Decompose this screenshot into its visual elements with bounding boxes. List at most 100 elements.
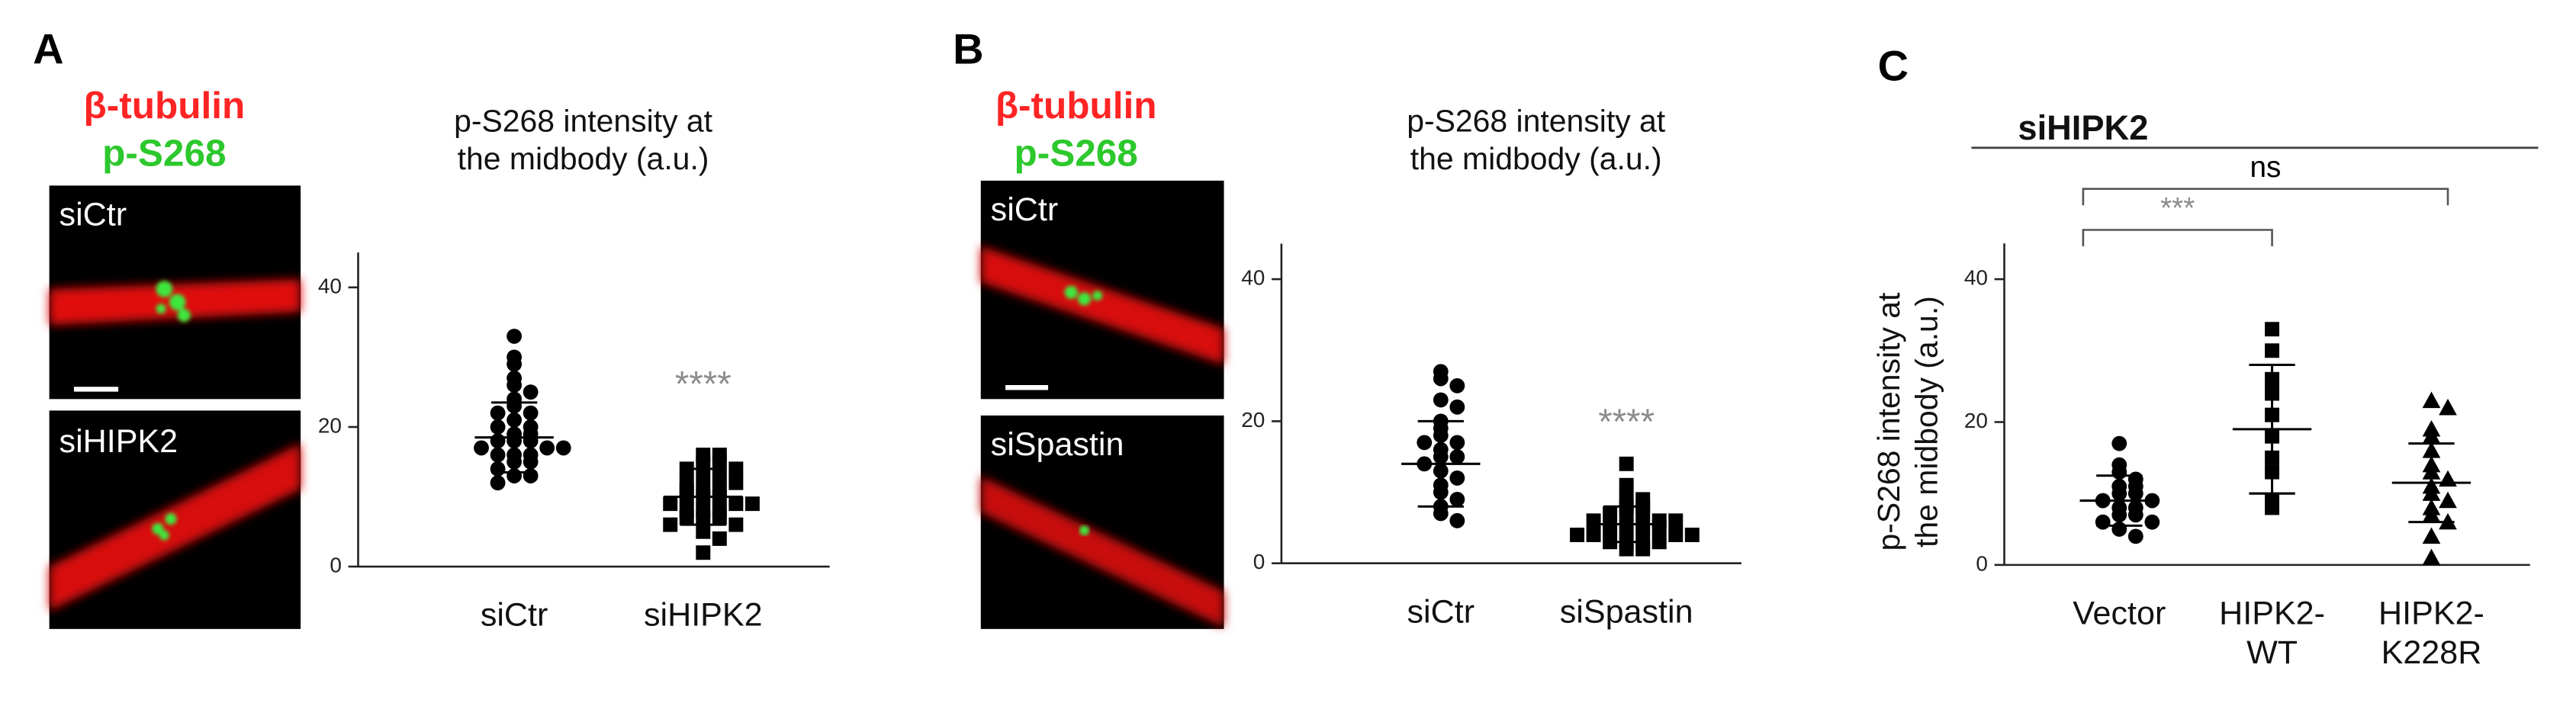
data-point [1449,377,1465,393]
data-point [1635,506,1651,521]
data-point [555,440,571,456]
data-point [1668,513,1684,528]
y-tick-label: 0 [1976,551,1988,575]
data-point [1449,470,1465,486]
data-point [1668,527,1684,542]
significance-label: ns [2250,151,2281,184]
data-point [2422,391,2441,409]
x-tick-label: siHIPK2 [643,597,763,634]
chart-title: p-S268 intensity at the midbody (a.u.) [454,104,713,178]
data-point [728,475,744,490]
data-point [523,433,539,449]
data-point [2439,470,2457,487]
data-point [1651,535,1667,550]
stain-label: β-tubulin [84,85,246,127]
significance-bracket [2082,229,2273,247]
panel-letter: A [33,25,63,73]
data-point [2127,507,2143,523]
chart-title: p-S268 intensity at the midbody (a.u.) [1407,104,1666,178]
data-point [1635,541,1651,557]
data-point [712,468,727,483]
data-point [1449,399,1465,415]
data-point [1449,449,1465,464]
image-label: siCtr [59,197,127,233]
significance-bracket [2082,188,2449,206]
data-point [490,405,506,421]
micrograph [49,185,301,400]
data-point [2439,398,2457,416]
data-point [663,496,678,512]
data-point [2422,548,2441,566]
data-point [712,531,727,546]
data-point [2127,528,2143,544]
data-point [490,475,506,491]
data-point [474,440,489,456]
image-label: siCtr [991,191,1059,228]
data-point [1603,506,1618,521]
x-tick-label: siCtr [1407,594,1475,631]
data-point [1433,506,1449,522]
data-point [507,377,523,393]
data-point [523,405,539,421]
data-point [1586,513,1601,528]
data-point [1684,527,1700,542]
y-tick-label: 20 [1964,409,1988,432]
y-tick-label: 0 [330,553,342,576]
data-point [712,454,727,470]
data-point [1570,527,1585,542]
data-point [696,524,711,539]
data-point [1651,520,1667,535]
data-point [1619,456,1634,471]
significance-label: *** [2160,192,2195,225]
y-tick-label: 40 [318,274,342,297]
data-point [490,419,506,435]
data-point [523,384,539,400]
data-point [663,517,678,532]
data-point [2127,486,2143,502]
y-tick-label: 40 [1964,266,1988,290]
data-point [744,496,760,512]
data-point [1433,371,1449,387]
y-tick-label: 20 [1241,408,1265,432]
data-point [507,329,523,344]
x-tick-label: Vector [2073,596,2166,633]
data-point [696,454,711,470]
x-tick-label: siCtr [480,597,548,634]
data-point [1619,477,1634,493]
data-point [523,468,539,483]
micrograph [49,410,301,629]
data-point [712,510,727,525]
data-point [1619,541,1634,557]
data-point [2144,514,2160,530]
data-point [728,517,744,532]
x-tick-label: HIPK2- WT [2219,596,2325,672]
panel-letter: B [953,25,983,73]
data-point [1449,512,1465,528]
y-tick-label: 20 [318,413,342,437]
significance-label: **** [675,364,732,405]
data-point [728,496,744,512]
x-tick-label: HIPK2- K228R [2378,596,2484,672]
data-point [523,454,539,470]
data-point [2265,500,2280,515]
data-point [507,356,523,372]
image-label: siHIPK2 [59,423,178,460]
data-point [1417,435,1433,451]
data-point [1603,520,1618,535]
stain-label: p-S268 [102,133,226,175]
stain-label: p-S268 [1014,133,1137,175]
data-point [1449,491,1465,507]
y-tick-label: 0 [1253,550,1265,573]
significance-label: **** [1598,402,1655,442]
panel-letter: C [1878,41,1909,89]
data-point [1635,520,1651,535]
data-point [728,461,744,477]
y-tick-label: 40 [1241,266,1265,290]
data-point [490,447,506,463]
x-tick-label: siSpastin [1559,594,1693,631]
image-label: siSpastin [991,426,1124,463]
data-point [2111,435,2127,451]
